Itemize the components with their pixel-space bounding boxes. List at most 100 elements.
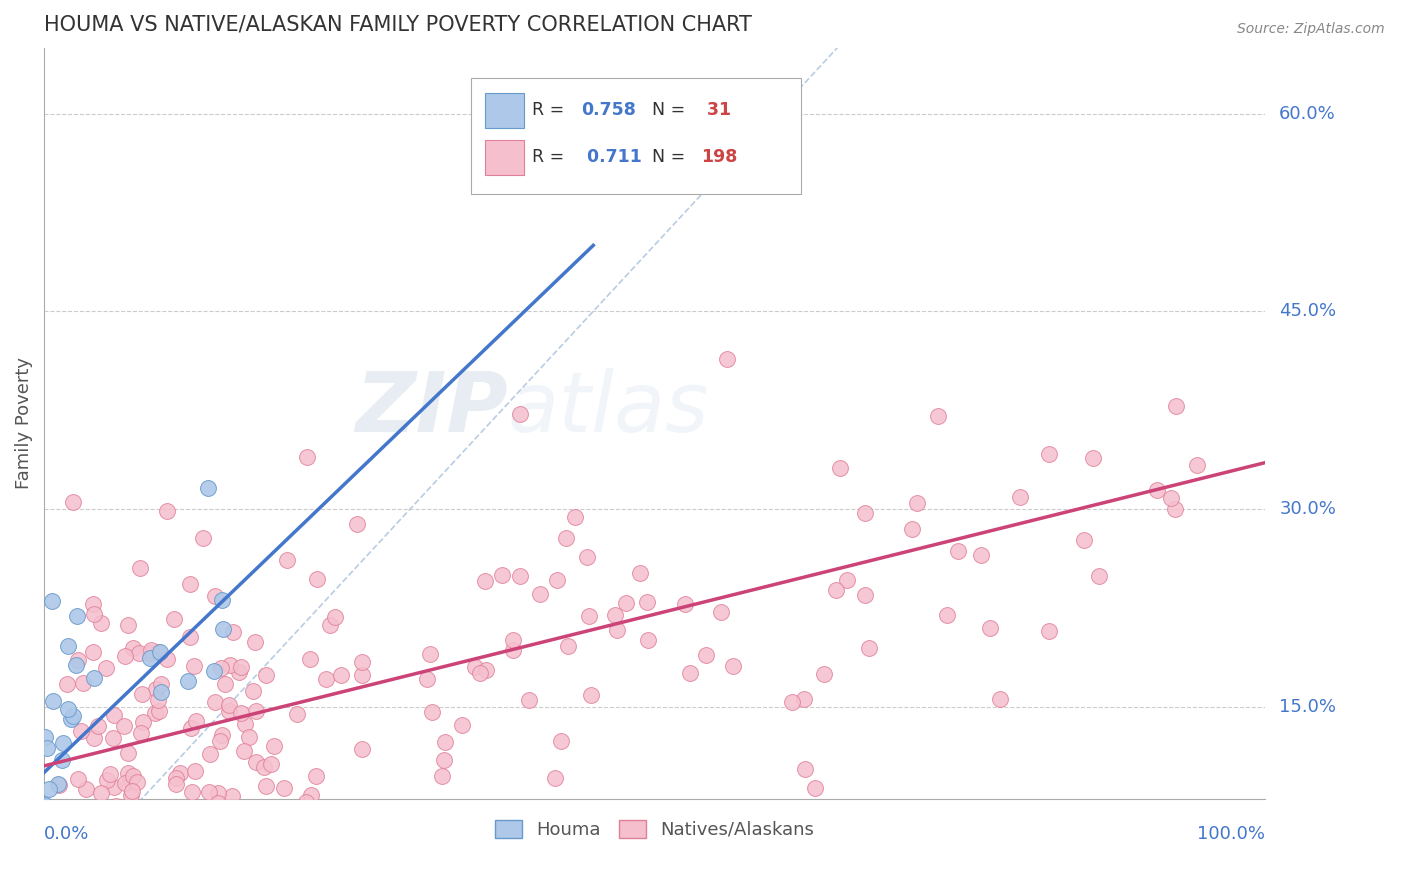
Text: 45.0%: 45.0% [1279, 302, 1336, 320]
Point [1083, 450, 1105, 465]
Point [1038, 447, 1060, 461]
Point [51, 831, 73, 846]
Point [83, 671, 105, 685]
Text: 15.0%: 15.0% [1279, 698, 1336, 715]
Point [509, 568, 531, 582]
Point [114, 776, 136, 790]
Point [103, 708, 125, 723]
Point [169, 765, 191, 780]
Text: 198: 198 [700, 147, 737, 166]
Y-axis label: Family Poverty: Family Poverty [15, 358, 32, 489]
Point [145, 845, 167, 859]
Point [238, 730, 260, 744]
Point [323, 609, 346, 624]
Point [35, 741, 58, 756]
Point [451, 717, 474, 731]
Point [935, 608, 957, 623]
Text: N =: N = [652, 147, 690, 166]
Point [56, 640, 79, 654]
Point [1160, 491, 1182, 505]
Point [118, 773, 141, 788]
Point [180, 785, 202, 799]
Point [186, 714, 208, 728]
Point [229, 660, 252, 674]
Point [180, 721, 202, 735]
Text: R =: R = [533, 147, 569, 166]
Point [72, 675, 94, 690]
Point [420, 705, 443, 719]
Point [148, 705, 170, 719]
Point [52, 806, 75, 821]
Point [543, 771, 565, 785]
Text: 0.711: 0.711 [581, 147, 643, 166]
Point [67, 772, 90, 787]
Point [793, 692, 815, 706]
Point [207, 786, 229, 800]
Point [122, 641, 145, 656]
Point [825, 583, 848, 598]
Point [614, 596, 637, 610]
Point [122, 845, 145, 859]
Point [605, 607, 627, 622]
Point [34, 730, 56, 744]
Point [46, 777, 69, 791]
Point [117, 746, 139, 760]
Legend: Houma, Natives/Alaskans: Houma, Natives/Alaskans [488, 813, 821, 847]
Point [695, 648, 717, 663]
Point [179, 576, 201, 591]
Point [179, 630, 201, 644]
Point [350, 656, 373, 670]
Point [131, 688, 153, 702]
Text: R =: R = [533, 101, 569, 119]
Point [96, 661, 118, 675]
Point [233, 744, 256, 758]
Point [42, 694, 65, 708]
Point [66, 609, 89, 624]
Point [82, 645, 104, 659]
Point [149, 684, 172, 698]
Point [636, 595, 658, 609]
Point [202, 664, 225, 678]
Point [295, 795, 318, 809]
Point [245, 756, 267, 770]
Point [434, 735, 457, 749]
Point [65, 658, 87, 673]
FancyBboxPatch shape [471, 78, 801, 194]
Point [55, 677, 77, 691]
Point [165, 845, 187, 859]
Point [242, 684, 264, 698]
Point [145, 682, 167, 697]
Point [139, 646, 162, 660]
Point [131, 726, 153, 740]
Point [120, 788, 142, 802]
Point [1038, 624, 1060, 638]
Point [253, 760, 276, 774]
Text: atlas: atlas [508, 368, 710, 449]
Point [430, 769, 453, 783]
Point [468, 665, 491, 680]
Point [804, 781, 827, 796]
Point [905, 496, 928, 510]
Point [51, 753, 73, 767]
Point [42, 823, 65, 838]
Point [183, 658, 205, 673]
Text: Source: ZipAtlas.com: Source: ZipAtlas.com [1237, 22, 1385, 37]
Point [155, 652, 177, 666]
Point [193, 531, 215, 545]
Point [52, 736, 75, 750]
Point [710, 605, 733, 619]
Point [557, 640, 579, 654]
Point [295, 450, 318, 464]
Point [197, 481, 219, 495]
Point [211, 728, 233, 742]
Point [988, 691, 1011, 706]
Point [117, 766, 139, 780]
Point [298, 652, 321, 666]
Point [34, 831, 56, 846]
Point [207, 797, 229, 811]
Point [853, 507, 876, 521]
Point [87, 719, 110, 733]
Point [628, 566, 651, 580]
Point [242, 845, 264, 859]
Point [579, 688, 602, 702]
